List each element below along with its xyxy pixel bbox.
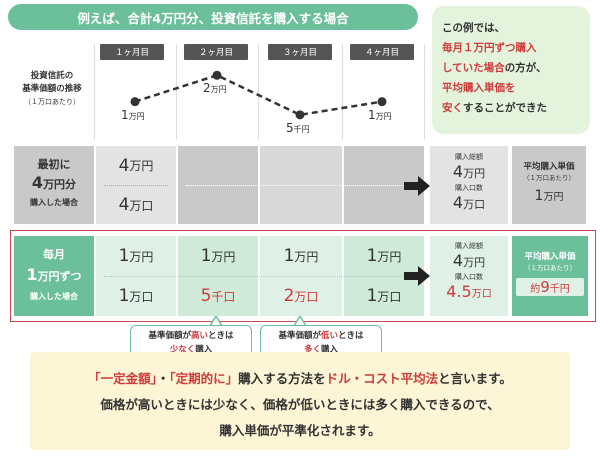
- grid-line: [94, 44, 95, 140]
- side-note-line3: していた場合の方が、: [442, 62, 547, 74]
- price-point-label: 5千円: [286, 120, 310, 135]
- price-point: [377, 97, 387, 107]
- grid-line: [258, 44, 259, 140]
- monthly-label-cell: 毎月 1万円ずつ 購入した場合: [14, 236, 94, 316]
- title-text: 例えば、合計4万円分、投資信託を購入する場合: [77, 10, 349, 26]
- price-point: [212, 70, 222, 80]
- side-note-line1: この例では、: [442, 22, 505, 34]
- grid-line: [342, 44, 343, 140]
- price-point: [295, 110, 305, 120]
- month-header-2: ２ヶ月目: [184, 44, 248, 60]
- grid-line: [424, 44, 425, 140]
- title-banner: 例えば、合計4万円分、投資信託を購入する場合: [8, 4, 418, 30]
- lump-total-cell: 購入総額 4万円 購入口数 4万口: [430, 146, 508, 224]
- summary-box: 「一定金額」・「定期的に」購入する方法をドル・コスト平均法と言います。 価格が高…: [30, 352, 570, 450]
- monthly-avg-cell: 平均購入単価 （１万口あたり） 約9千円: [512, 236, 588, 316]
- price-chart: [130, 70, 387, 120]
- month-header-4: ４ヶ月目: [350, 44, 414, 60]
- row-divider: [104, 276, 416, 277]
- summary-line2: 価格が高いときには少なく、価格が低いときには多く購入できるので、: [100, 397, 500, 412]
- arrow-right-icon: [404, 176, 430, 196]
- summary-line3: 購入単価が平準化されます。: [219, 423, 381, 438]
- price-point-label: 1万円: [368, 107, 392, 122]
- price-line: [134, 73, 383, 117]
- price-point-label: 1万円: [121, 107, 145, 122]
- month-header-3: ３ヶ月目: [268, 44, 332, 60]
- lump-label-cell: 最初に 4万円分 購入した場合: [14, 146, 94, 224]
- side-note-line4: 平均購入単価を: [442, 82, 516, 94]
- price-point-label: 2万円: [203, 81, 227, 96]
- arrow-right-icon: [404, 266, 430, 286]
- price-point: [130, 97, 140, 107]
- side-note-line2: 毎月１万円ずつ購入: [442, 42, 537, 54]
- lump-avg-cell: 平均購入単価 （１万口あたり） 1万円: [512, 146, 586, 224]
- lump-month1-cell: 4 万円 4 万口: [96, 146, 176, 224]
- grid-line: [176, 44, 177, 140]
- side-note-line5: 安くすることができた: [442, 102, 547, 114]
- price-trend-label: 投資信託の 基準価額の推移 （１万口あたり）: [22, 71, 82, 106]
- row-divider: [186, 185, 416, 186]
- summary-line1: 「一定金額」・「定期的に」購入する方法をドル・コスト平均法と言います。: [88, 371, 512, 386]
- side-note: この例では、 毎月１万円ずつ購入 していた場合の方が、 平均購入単価を 安くする…: [432, 6, 590, 134]
- callout-pointers: [209, 316, 307, 327]
- monthly-total-cell: 購入総額 4万円 購入口数 4.5万口: [430, 236, 508, 316]
- month-header-1: １ヶ月目: [100, 44, 164, 60]
